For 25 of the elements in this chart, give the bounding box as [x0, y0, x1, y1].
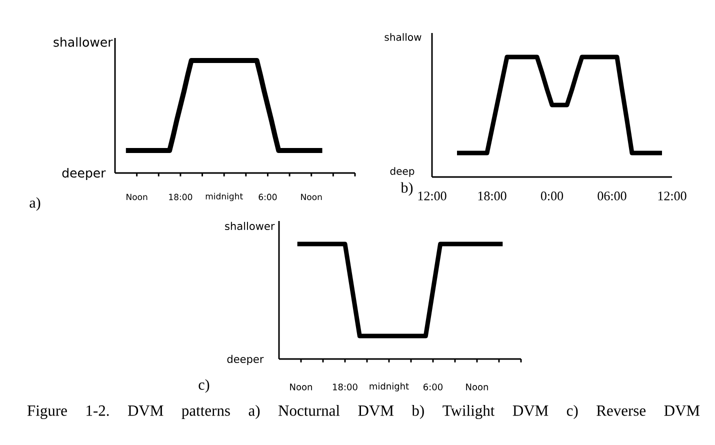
x-tick-label: Noon — [466, 384, 488, 390]
x-tick-label: 06:00 — [598, 192, 626, 200]
x-tick-label: 12:00 — [658, 192, 686, 200]
x-tick-label: 18:00 — [169, 194, 192, 200]
x-tick-label: Noon — [126, 194, 148, 200]
text: b) — [400, 182, 413, 196]
x-tick-label: Noon — [290, 384, 312, 390]
text: shallower — [54, 37, 113, 47]
text: shallow — [384, 33, 422, 41]
x-tick-label: Noon — [301, 194, 322, 200]
x-tick-label: midnight — [370, 382, 409, 392]
x-tick-label: 6:00 — [424, 384, 442, 390]
text: a) — [30, 197, 40, 211]
x-tick-label: 6:00 — [258, 194, 277, 200]
x-tick-label: 18:00 — [478, 192, 506, 200]
text: deeper — [227, 354, 264, 366]
x-tick-label: 18:00 — [333, 384, 358, 390]
text: deep — [390, 167, 414, 177]
x-tick-label: 0:00 — [540, 192, 564, 200]
caption: Figure 1-2. DVM patterns a) Nocturnal DVM b) Twilight DVM c) Reverse DVM — [27, 404, 700, 420]
text: shallower — [225, 222, 275, 230]
x-tick-label: 12:00 — [418, 192, 446, 200]
x-tick-label: midnight — [206, 192, 243, 202]
text: c) — [198, 379, 210, 393]
text: deeper — [62, 168, 106, 180]
